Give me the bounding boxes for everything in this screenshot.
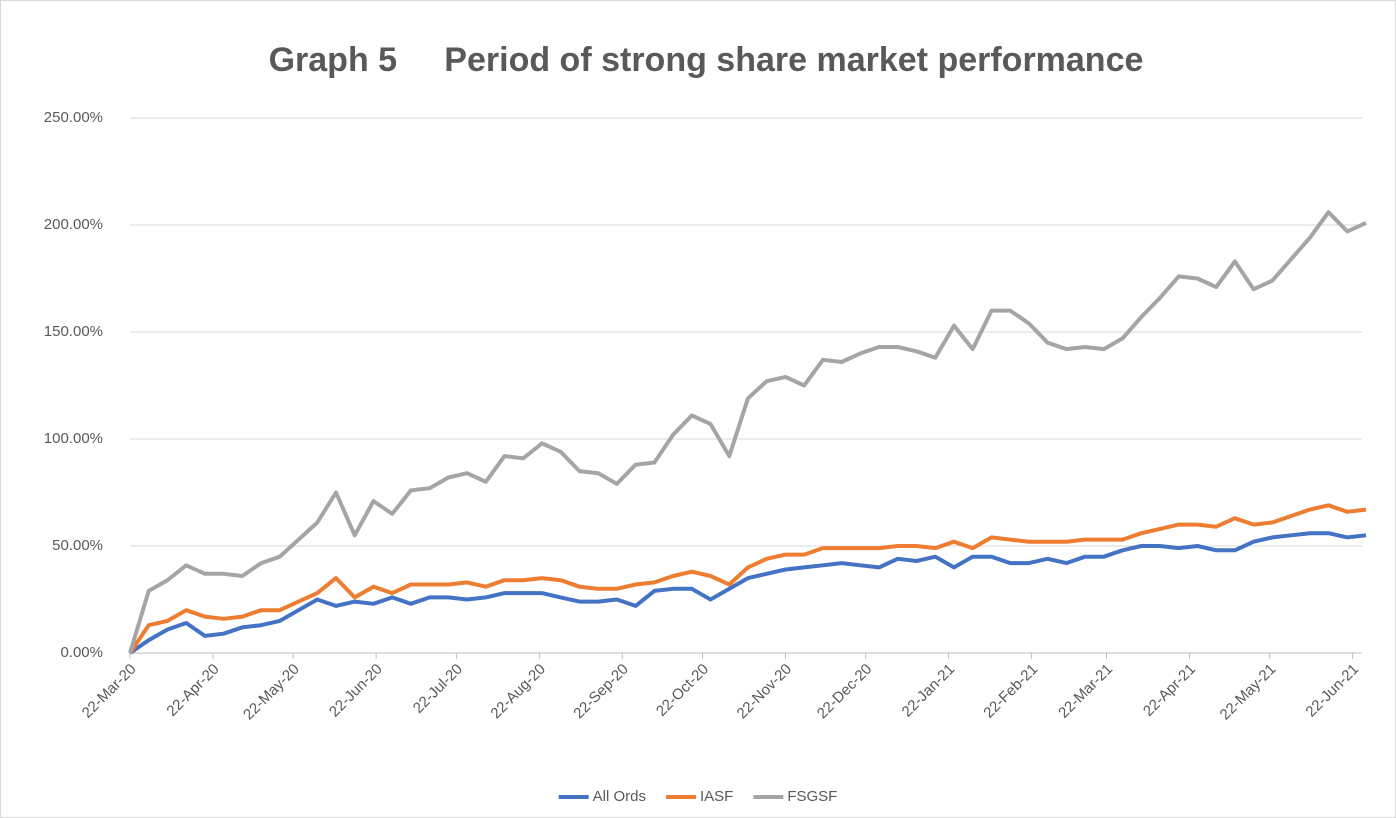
y-tick-label: 150.00% xyxy=(44,323,103,340)
y-tick-label: 50.00% xyxy=(52,537,103,554)
chart-title: Graph 5 Period of strong share market pe… xyxy=(269,41,1144,79)
y-tick-label: 250.00% xyxy=(44,109,103,126)
legend-label: FSGSF xyxy=(787,788,837,805)
legend-label: IASF xyxy=(700,788,733,805)
y-tick-label: 200.00% xyxy=(44,216,103,233)
y-tick-label: 0.00% xyxy=(60,644,103,661)
y-tick-label: 100.00% xyxy=(44,430,103,447)
legend-item: All Ords xyxy=(558,788,646,805)
legend-item: FSGSF xyxy=(753,788,837,805)
series-line xyxy=(128,503,1367,655)
series-line xyxy=(128,210,1367,654)
legend-item: IASF xyxy=(665,788,733,805)
legend: All Ords IASF FSGSF xyxy=(558,788,837,805)
series-line xyxy=(128,531,1367,655)
legend-label: All Ords xyxy=(593,788,646,805)
